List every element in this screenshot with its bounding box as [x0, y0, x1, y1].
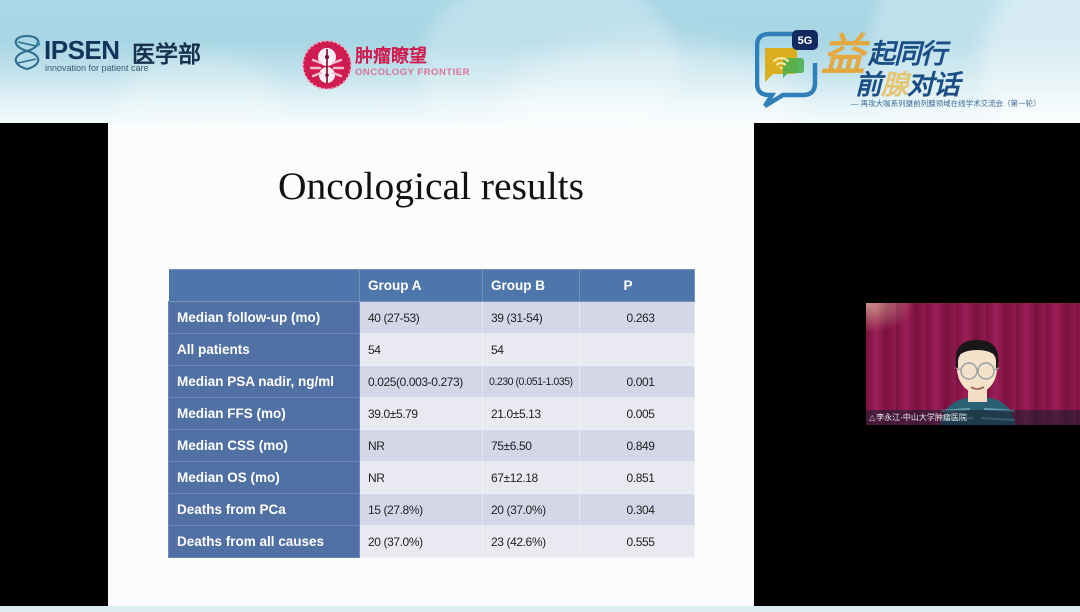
svg-text:起同行: 起同行	[867, 39, 951, 69]
svg-text:5G: 5G	[798, 35, 813, 47]
svg-text:IPSEN: IPSEN	[44, 35, 120, 65]
svg-text:ONCOLOGY FRONTIER: ONCOLOGY FRONTIER	[355, 67, 470, 78]
svg-text:肿瘤瞭望: 肿瘤瞭望	[355, 45, 427, 66]
svg-text:— 再攻大咖系列摄前列腺领域在线学术交流会（第一轮）: — 再攻大咖系列摄前列腺领域在线学术交流会（第一轮）	[851, 98, 1041, 108]
svg-text:前腺对话: 前腺对话	[855, 70, 964, 100]
svg-text:医学部: 医学部	[132, 41, 201, 67]
